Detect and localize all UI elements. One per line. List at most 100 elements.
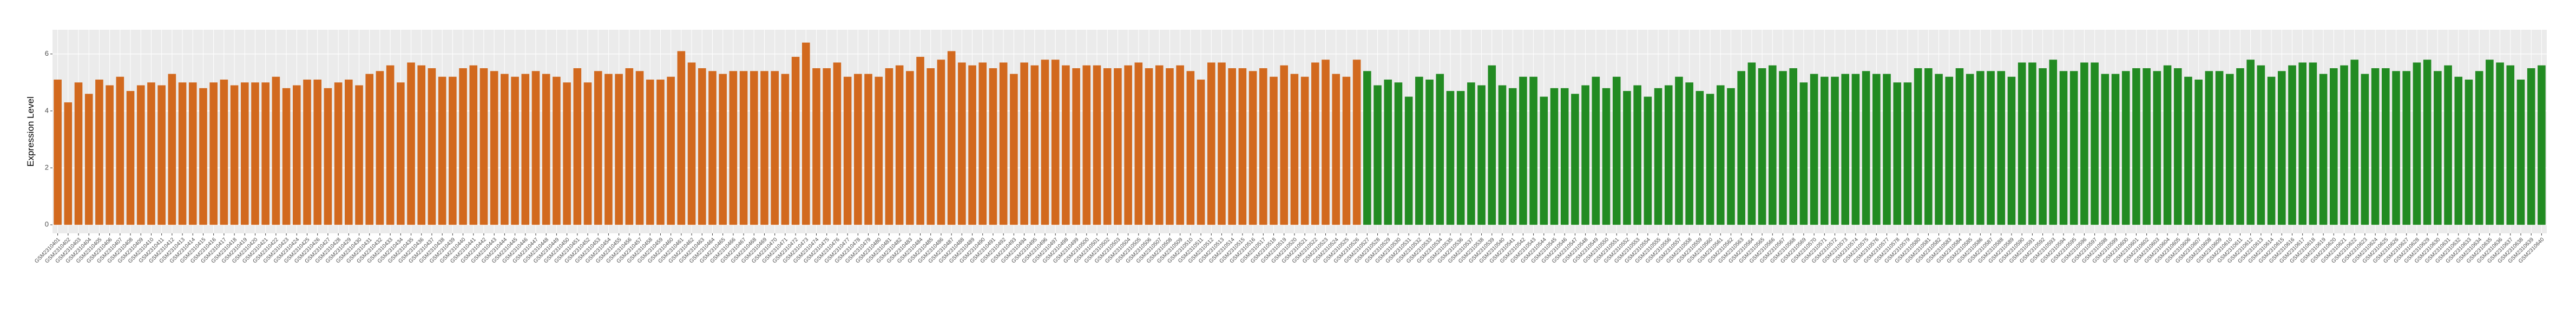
bar [1747, 62, 1756, 225]
bar [1789, 68, 1797, 225]
bar [1602, 88, 1611, 225]
bar [1186, 71, 1195, 225]
bar [1872, 74, 1881, 225]
bar [1675, 76, 1683, 225]
bar [1498, 85, 1507, 225]
bar [947, 51, 956, 225]
bar [2465, 80, 2473, 225]
bar [802, 42, 810, 225]
bar [1664, 85, 1673, 225]
bar [2163, 65, 2172, 225]
bar [2225, 74, 2234, 225]
bar [2340, 65, 2348, 225]
bar [2018, 62, 2026, 225]
bar [2382, 68, 2390, 225]
bar [1134, 62, 1143, 225]
bar [573, 68, 582, 225]
bar [501, 74, 509, 225]
bar [1633, 85, 1641, 225]
bar [812, 68, 820, 225]
bar [843, 76, 852, 225]
bar [1030, 65, 1039, 225]
bar [781, 74, 790, 225]
bar [126, 91, 135, 225]
bar [1384, 80, 1392, 225]
bar [2319, 74, 2328, 225]
bar [428, 68, 436, 225]
bar [1342, 76, 1351, 225]
bar [2486, 60, 2494, 225]
bar [989, 68, 997, 225]
bar [1737, 71, 1745, 225]
bar [1550, 88, 1559, 225]
bar [1072, 68, 1080, 225]
bar [791, 56, 800, 225]
y-tick-label: 6 [45, 49, 49, 57]
bar [2444, 65, 2452, 225]
bar [230, 85, 239, 225]
bar [521, 74, 530, 225]
bar [1270, 76, 1278, 225]
bar [2288, 65, 2296, 225]
bar [1300, 76, 1309, 225]
bar [1821, 76, 1829, 225]
bar [1228, 68, 1236, 225]
bar [1768, 65, 1777, 225]
bar [1446, 91, 1455, 225]
bar [1322, 60, 1330, 225]
bar [1394, 82, 1403, 225]
bar [490, 71, 498, 225]
bar [199, 88, 207, 225]
bar [261, 82, 270, 225]
bar [833, 62, 842, 225]
bar [708, 71, 717, 225]
bar [719, 74, 727, 225]
bar [968, 65, 976, 225]
bar [313, 80, 322, 225]
bar [1727, 88, 1735, 225]
bar [1404, 96, 1413, 225]
bar [1176, 65, 1184, 225]
bar [542, 74, 550, 225]
bar [1935, 74, 1943, 225]
bar [209, 82, 218, 225]
bar [376, 71, 384, 225]
bar [1716, 85, 1725, 225]
bar [1207, 62, 1215, 225]
bar [345, 80, 353, 225]
bar [1893, 82, 1902, 225]
bar [1799, 82, 1808, 225]
bar [1592, 76, 1600, 225]
bar [1103, 68, 1112, 225]
bar [220, 80, 228, 225]
bar [1456, 91, 1465, 225]
bar [2527, 68, 2535, 225]
bar [2350, 60, 2359, 225]
bar [168, 74, 176, 225]
bar [1082, 65, 1091, 225]
bar [875, 76, 883, 225]
bar [365, 74, 374, 225]
bar [1685, 82, 1693, 225]
bar [885, 68, 893, 225]
bar [2069, 71, 2078, 225]
bar [729, 71, 738, 225]
bar [1488, 65, 1496, 225]
bar [1841, 74, 1850, 225]
bar [854, 74, 862, 225]
bar [449, 76, 457, 225]
bar [2267, 76, 2276, 225]
bar [958, 62, 966, 225]
bar [1051, 60, 1060, 225]
bar [2143, 68, 2151, 225]
bar [407, 62, 415, 225]
bar [1883, 74, 1891, 225]
bar [1114, 68, 1122, 225]
bar [1197, 80, 1205, 225]
bar [1955, 68, 1964, 225]
bar [1155, 65, 1164, 225]
bar [303, 80, 311, 225]
bar [2413, 62, 2421, 225]
bar [1238, 68, 1247, 225]
bar [2496, 62, 2504, 225]
